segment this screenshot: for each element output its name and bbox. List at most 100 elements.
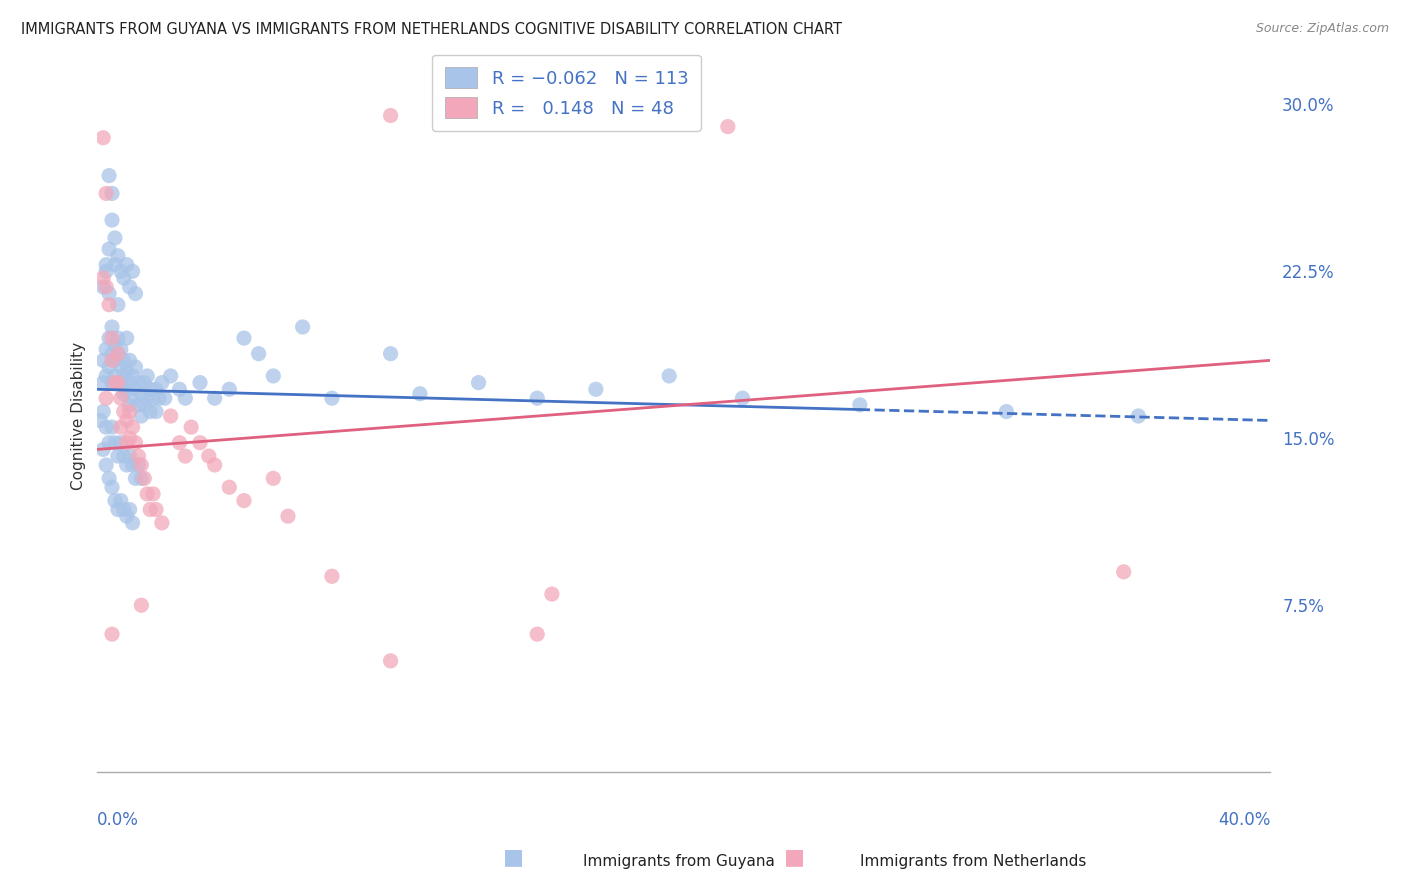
Text: 0.0%: 0.0% [97, 812, 139, 830]
Point [145, 502, 167, 516]
Point [94, 343, 117, 357]
Point [409, 386, 432, 401]
Point [159, 409, 181, 423]
Text: IMMIGRANTS FROM GUYANA VS IMMIGRANTS FROM NETHERLANDS COGNITIVE DISABILITY CORRE: IMMIGRANTS FROM GUYANA VS IMMIGRANTS FRO… [21, 22, 842, 37]
Point [94, 391, 117, 405]
Point [380, 108, 402, 122]
Point [169, 435, 191, 450]
Point [107, 298, 129, 312]
Point [526, 627, 548, 641]
Point [131, 598, 153, 612]
Point [115, 258, 138, 272]
Point [91, 442, 114, 457]
Point [145, 404, 167, 418]
Y-axis label: Cognitive Disability: Cognitive Disability [72, 342, 86, 490]
Text: Source: ZipAtlas.com: Source: ZipAtlas.com [1256, 22, 1389, 36]
Point [107, 331, 129, 345]
Point [91, 271, 114, 285]
Point [131, 471, 153, 485]
Point [153, 391, 176, 405]
Point [121, 368, 143, 383]
Point [101, 376, 124, 390]
Text: ■: ■ [785, 847, 804, 867]
Point [169, 382, 191, 396]
Point [148, 391, 170, 405]
Point [204, 391, 226, 405]
Point [107, 347, 129, 361]
Point [118, 376, 141, 390]
Point [124, 286, 146, 301]
Point [1128, 409, 1150, 423]
Point [110, 493, 132, 508]
Point [134, 376, 156, 390]
Point [101, 331, 124, 345]
Point [526, 391, 548, 405]
Point [118, 398, 141, 412]
Point [107, 376, 129, 390]
Point [115, 382, 138, 396]
Point [380, 654, 402, 668]
Point [101, 420, 124, 434]
Point [110, 359, 132, 374]
Point [218, 480, 240, 494]
Point [321, 391, 343, 405]
Point [98, 359, 121, 374]
Point [136, 368, 159, 383]
Point [112, 271, 135, 285]
Point [277, 509, 299, 524]
Point [107, 347, 129, 361]
Point [104, 435, 127, 450]
Point [101, 213, 124, 227]
Legend: R = −0.062   N = 113, R =   0.148   N = 48: R = −0.062 N = 113, R = 0.148 N = 48 [432, 54, 702, 130]
Point [139, 502, 162, 516]
Point [91, 376, 114, 390]
Point [291, 320, 314, 334]
Point [644, 108, 666, 122]
Point [150, 376, 173, 390]
Point [127, 398, 149, 412]
Point [110, 391, 132, 405]
Point [174, 449, 197, 463]
Point [112, 449, 135, 463]
Point [104, 376, 127, 390]
Point [121, 391, 143, 405]
Point [104, 493, 127, 508]
Point [321, 569, 343, 583]
Point [467, 376, 489, 390]
Point [658, 368, 681, 383]
Point [101, 186, 124, 201]
Point [118, 404, 141, 418]
Point [585, 382, 607, 396]
Point [233, 493, 256, 508]
Point [107, 249, 129, 263]
Point [127, 458, 149, 472]
Point [98, 435, 121, 450]
Point [98, 298, 121, 312]
Point [131, 458, 153, 472]
Point [995, 404, 1018, 418]
Point [142, 391, 165, 405]
Point [174, 391, 197, 405]
Point [107, 376, 129, 390]
Point [139, 404, 162, 418]
Point [717, 120, 740, 134]
Point [124, 471, 146, 485]
Point [127, 449, 149, 463]
Point [541, 587, 564, 601]
Point [204, 458, 226, 472]
Point [104, 353, 127, 368]
Point [101, 320, 124, 334]
Point [107, 449, 129, 463]
Point [145, 382, 167, 396]
Point [98, 286, 121, 301]
Point [121, 420, 143, 434]
Point [115, 435, 138, 450]
Point [118, 431, 141, 445]
Point [262, 368, 284, 383]
Text: ■: ■ [503, 847, 523, 867]
Point [731, 391, 754, 405]
Point [98, 242, 121, 256]
Point [142, 487, 165, 501]
Point [112, 353, 135, 368]
Point [89, 413, 111, 427]
